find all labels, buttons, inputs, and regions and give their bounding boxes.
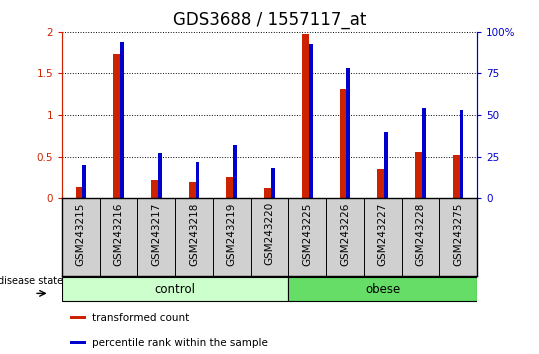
Text: GSM243225: GSM243225 <box>302 202 312 266</box>
Bar <box>70 341 86 344</box>
Bar <box>377 169 384 198</box>
FancyBboxPatch shape <box>288 278 477 301</box>
Bar <box>271 168 275 198</box>
Text: GSM243217: GSM243217 <box>151 202 161 266</box>
Text: percentile rank within the sample: percentile rank within the sample <box>92 338 268 348</box>
Bar <box>453 155 460 198</box>
Bar <box>347 68 350 198</box>
Text: GSM243219: GSM243219 <box>227 202 237 266</box>
Bar <box>196 162 199 198</box>
Bar <box>460 110 464 198</box>
Bar <box>302 34 309 198</box>
Bar <box>422 108 426 198</box>
Bar <box>226 177 233 198</box>
Text: GSM243226: GSM243226 <box>340 202 350 266</box>
Text: obese: obese <box>365 283 400 296</box>
Text: GSM243218: GSM243218 <box>189 202 199 266</box>
Bar <box>415 152 422 198</box>
Bar <box>75 187 82 198</box>
Bar <box>158 153 162 198</box>
Title: GDS3688 / 1557117_at: GDS3688 / 1557117_at <box>173 11 366 29</box>
Bar <box>189 182 196 198</box>
Bar <box>384 132 388 198</box>
Bar <box>151 180 158 198</box>
Text: GSM243215: GSM243215 <box>76 202 86 266</box>
Text: control: control <box>155 283 196 296</box>
Bar <box>82 165 86 198</box>
Bar <box>233 145 237 198</box>
Bar <box>264 188 271 198</box>
Bar <box>340 89 347 198</box>
Bar <box>70 316 86 319</box>
Text: transformed count: transformed count <box>92 313 189 323</box>
Text: GSM243227: GSM243227 <box>378 202 388 266</box>
FancyBboxPatch shape <box>62 278 288 301</box>
Bar <box>309 44 313 198</box>
Text: GSM243275: GSM243275 <box>453 202 463 266</box>
Bar <box>113 54 120 198</box>
Text: GSM243220: GSM243220 <box>265 202 274 266</box>
Text: GSM243216: GSM243216 <box>114 202 123 266</box>
Text: GSM243228: GSM243228 <box>416 202 425 266</box>
Text: disease state: disease state <box>0 276 64 286</box>
Bar <box>120 42 124 198</box>
